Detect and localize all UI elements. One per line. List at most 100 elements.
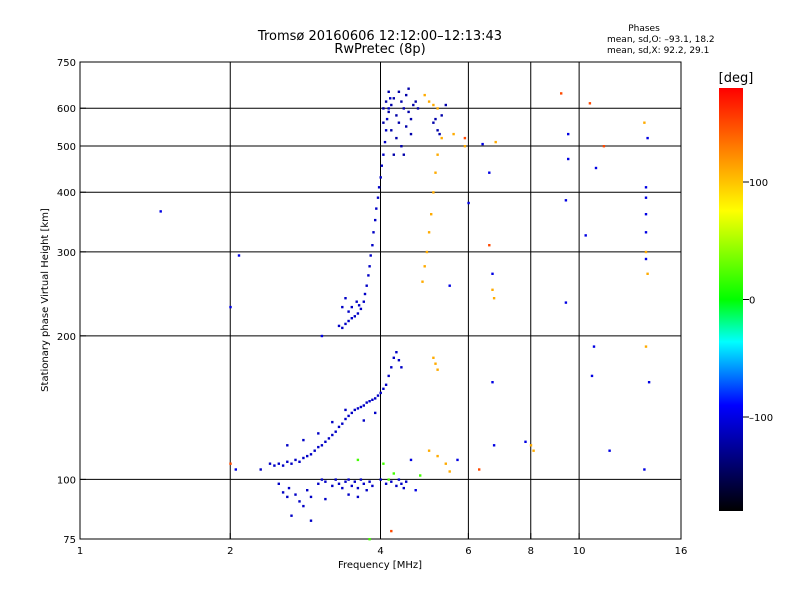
data-point bbox=[395, 114, 398, 117]
colorbar-gradient bbox=[719, 88, 743, 511]
data-point bbox=[390, 366, 393, 369]
data-point bbox=[337, 324, 341, 328]
data-point bbox=[298, 500, 301, 503]
x-tick-label: 2 bbox=[227, 546, 233, 557]
data-point bbox=[608, 449, 611, 452]
data-point bbox=[564, 301, 568, 304]
data-point bbox=[387, 90, 390, 93]
data-point bbox=[237, 254, 241, 257]
colorbar: [deg] 100 0 –100 bbox=[719, 71, 773, 511]
data-point bbox=[341, 326, 344, 330]
data-point bbox=[344, 297, 347, 300]
data-point bbox=[436, 107, 439, 110]
data-point bbox=[290, 514, 293, 517]
data-point bbox=[234, 468, 237, 471]
data-point bbox=[341, 422, 344, 425]
data-point bbox=[350, 305, 353, 309]
data-point bbox=[359, 478, 363, 481]
data-point bbox=[584, 234, 587, 237]
data-point bbox=[644, 231, 648, 234]
phases-line-o: mean, sd,O: –93.1, 18.2 bbox=[607, 35, 715, 45]
data-point bbox=[229, 462, 232, 465]
x-tick-label: 6 bbox=[465, 546, 471, 557]
data-point bbox=[532, 449, 535, 452]
data-point bbox=[392, 472, 395, 475]
data-point bbox=[309, 453, 313, 456]
data-point bbox=[405, 125, 408, 128]
data-point bbox=[434, 117, 437, 121]
phases-legend: Phases mean, sd,O: –93.1, 18.2 mean, sd,… bbox=[607, 24, 715, 56]
data-point bbox=[277, 462, 280, 465]
data-point bbox=[379, 176, 382, 179]
data-point bbox=[456, 458, 459, 462]
data-point bbox=[402, 153, 405, 156]
data-point bbox=[402, 486, 405, 490]
data-point bbox=[286, 444, 289, 447]
data-point bbox=[371, 244, 374, 247]
x-axis-label: Frequency [MHz] bbox=[338, 560, 422, 571]
data-point bbox=[492, 297, 496, 300]
data-point bbox=[409, 117, 413, 121]
x-tick-label: 16 bbox=[675, 546, 688, 557]
data-point bbox=[467, 201, 470, 205]
data-point bbox=[646, 272, 649, 275]
y-tick-label: 200 bbox=[57, 332, 76, 343]
data-point bbox=[372, 231, 375, 234]
data-point bbox=[374, 218, 377, 222]
data-point bbox=[377, 186, 381, 189]
data-point bbox=[369, 254, 372, 257]
data-point bbox=[494, 140, 497, 144]
data-point bbox=[409, 132, 413, 136]
colorbar-label: [deg] bbox=[719, 71, 754, 86]
data-point bbox=[359, 307, 363, 311]
data-point bbox=[382, 153, 385, 156]
data-point bbox=[392, 356, 395, 359]
colorbar-tick-label: –100 bbox=[749, 413, 773, 424]
data-point bbox=[281, 491, 285, 494]
data-point bbox=[324, 480, 327, 483]
chart-subtitle: RwPretec (8p) bbox=[334, 42, 425, 57]
data-point bbox=[436, 454, 439, 458]
data-point bbox=[423, 93, 426, 97]
data-point bbox=[379, 478, 382, 481]
data-point bbox=[331, 420, 334, 424]
data-point bbox=[382, 121, 385, 124]
data-point bbox=[277, 482, 280, 485]
data-point bbox=[560, 92, 563, 95]
data-point bbox=[344, 480, 347, 483]
data-point bbox=[395, 484, 398, 488]
data-point bbox=[434, 362, 437, 365]
data-point bbox=[395, 351, 398, 354]
data-point bbox=[436, 368, 439, 371]
data-point bbox=[524, 440, 527, 443]
data-point bbox=[302, 438, 305, 442]
data-point bbox=[286, 460, 289, 463]
data-point bbox=[478, 468, 481, 471]
data-point bbox=[448, 284, 451, 287]
data-point bbox=[444, 103, 447, 107]
x-axis-ticks: 1 2 4 6 8 10 16 bbox=[77, 533, 688, 557]
data-point bbox=[436, 129, 439, 132]
data-point bbox=[380, 164, 383, 167]
data-point bbox=[440, 136, 443, 140]
data-point bbox=[368, 265, 371, 268]
y-tick-label: 300 bbox=[57, 248, 76, 259]
data-point bbox=[334, 478, 337, 481]
data-point bbox=[357, 304, 361, 307]
data-point bbox=[405, 93, 408, 97]
data-point bbox=[356, 486, 360, 490]
data-point bbox=[365, 284, 368, 287]
data-point bbox=[529, 444, 533, 447]
data-point bbox=[432, 191, 435, 194]
data-point bbox=[390, 129, 393, 132]
data-point bbox=[344, 408, 347, 412]
data-point bbox=[643, 121, 646, 124]
data-point bbox=[644, 345, 648, 348]
data-point bbox=[356, 312, 360, 315]
data-point bbox=[356, 495, 360, 499]
data-point bbox=[324, 497, 327, 501]
data-point bbox=[320, 334, 324, 338]
colorbar-ticks: 100 0 –100 bbox=[743, 178, 773, 424]
data-point bbox=[407, 110, 410, 114]
